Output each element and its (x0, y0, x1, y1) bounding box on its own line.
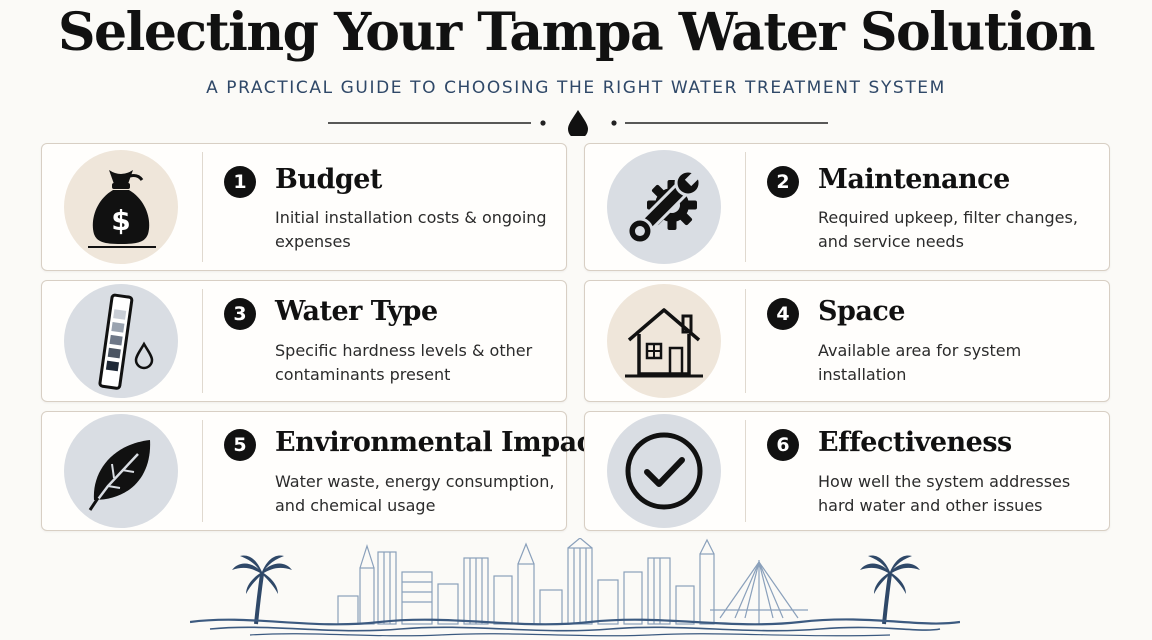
test-strip-icon (98, 293, 154, 390)
criteria-card-environmental-impact: 5 Environmental Impact Water waste, ener… (41, 411, 605, 531)
water-type-icon-circle (64, 284, 178, 398)
money-bag-icon: $ (88, 170, 156, 248)
page-subtitle: A PRACTICAL GUIDE TO CHOOSING THE RIGHT … (206, 78, 946, 98)
tampa-skyline-illustration (190, 538, 960, 637)
water-drop-icon (568, 110, 588, 136)
step-number-badge: 4 (767, 298, 799, 330)
budget-icon-circle: $ (64, 150, 178, 264)
wrench-gear-icon (626, 168, 703, 245)
card-description: Water waste, energy consumption, and che… (275, 472, 555, 515)
step-number-badge: 6 (767, 429, 799, 461)
space-icon-circle (607, 284, 721, 398)
criteria-card-water-type: 3 Water Type Specific hardness levels & … (41, 280, 567, 402)
criteria-card-effectiveness: 6 Effectiveness How well the system addr… (584, 411, 1110, 531)
criteria-card-budget: $ 1 Budget Initial installation costs & … (41, 143, 567, 271)
page-title: Selecting Your Tampa Water Solution (57, 2, 1096, 63)
house-icon (625, 308, 703, 378)
card-heading: Budget (275, 164, 382, 195)
card-description: How well the system addresses hard water… (818, 472, 1071, 515)
checkmark-icon (625, 432, 703, 510)
step-number-badge: 1 (224, 166, 256, 198)
card-heading: Maintenance (818, 164, 1010, 195)
leaf-icon (88, 440, 151, 511)
criteria-card-space: 4 Space Available area for system instal… (584, 280, 1110, 402)
card-heading: Environmental Impact (275, 427, 605, 458)
environmental-icon-circle (64, 414, 178, 528)
step-number-badge: 2 (767, 166, 799, 198)
step-number-badge: 5 (224, 429, 256, 461)
palm-tree-right-icon (860, 555, 920, 625)
palm-tree-left-icon (232, 555, 292, 625)
step-number-badge: 3 (224, 298, 256, 330)
criteria-card-maintenance: 2 Maintenance Required upkeep, filter ch… (584, 143, 1110, 271)
card-description: Specific hardness levels & other contami… (275, 341, 533, 384)
water-waves (190, 618, 960, 637)
card-heading: Water Type (275, 296, 438, 327)
maintenance-icon-circle (607, 150, 721, 264)
card-heading: Effectiveness (818, 427, 1012, 458)
card-heading: Space (818, 296, 906, 327)
card-description: Required upkeep, filter changes, and ser… (818, 208, 1078, 251)
title-divider (328, 110, 828, 136)
effectiveness-icon-circle (607, 414, 721, 528)
card-description: Initial installation costs & ongoing exp… (275, 208, 547, 251)
card-description: Available area for system installation (818, 341, 1022, 384)
svg-text:$: $ (111, 204, 130, 237)
